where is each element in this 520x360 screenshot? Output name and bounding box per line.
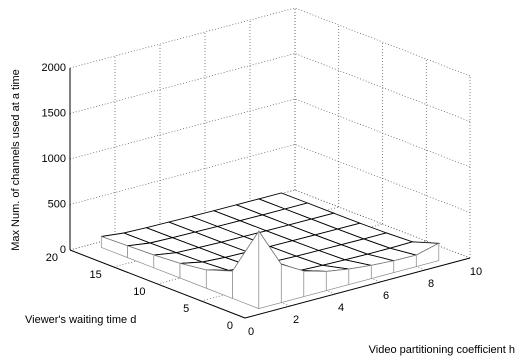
grid-line [69,7,296,69]
x-axis-label: Video partitioning coefficient h [369,344,515,356]
z-tick-label: 500 [48,198,66,210]
y-tick-label: 10 [133,286,145,298]
y-tick-label: 20 [46,252,58,264]
x-tick-label: 8 [428,278,434,290]
grid-line [294,53,471,122]
axis-line [244,257,471,319]
x-tick-label: 6 [383,290,389,302]
curtain-panel [415,242,440,268]
z-tick-label: 1500 [42,107,66,119]
y-axis-label: Viewer's waiting time d [25,314,136,326]
grid-line [69,53,296,114]
z-tick-label: 1000 [42,153,66,165]
grid-line [69,98,296,160]
grid-line [294,98,471,168]
z-tick-label: 0 [60,244,66,256]
y-tick-label: 5 [183,303,189,315]
curtain-panel [280,263,305,304]
y-tick-label: 15 [90,269,102,281]
grid-line [69,144,296,205]
grid-line [294,7,471,77]
axis-line [69,249,246,319]
grid-line [294,189,471,259]
y-tick-label: 0 [227,320,233,332]
x-tick-label: 4 [338,302,344,314]
x-tick-label: 10 [470,266,482,278]
grid-line [294,144,471,213]
curtain-panel [205,269,233,299]
x-tick-label: 2 [293,314,299,326]
z-tick-label: 2000 [42,62,66,74]
curtain-panel [303,270,327,298]
z-axis-label: Max Num. of channels used at a time [10,69,22,251]
x-tick-label: 0 [248,326,254,338]
curtain-panel [348,264,372,286]
curtain-panel [325,268,350,292]
